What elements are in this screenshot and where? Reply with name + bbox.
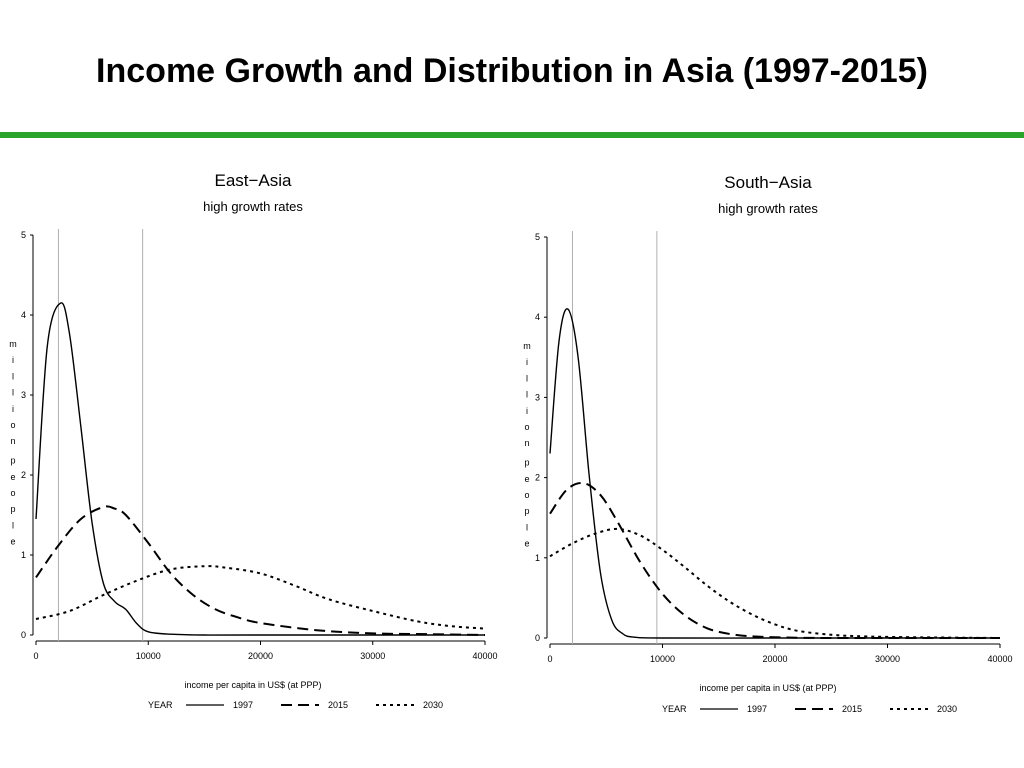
x-tick-label: 0 bbox=[547, 654, 552, 664]
x-axis-label: income per capita in US$ (at PPP) bbox=[184, 680, 321, 690]
x-tick-label: 10000 bbox=[650, 654, 675, 664]
y-label-letter: m bbox=[523, 341, 531, 351]
x-tick-label: 40000 bbox=[987, 654, 1012, 664]
y-label-letter: n bbox=[524, 438, 529, 448]
y-tick-label: 2 bbox=[535, 473, 540, 483]
y-label-letter: e bbox=[524, 539, 529, 549]
x-tick-label: 0 bbox=[33, 651, 38, 661]
chart-title: East−Asia bbox=[214, 171, 292, 190]
y-label-letter: i bbox=[12, 355, 14, 365]
y-label-letter: o bbox=[10, 488, 15, 498]
series-line-1997 bbox=[549, 308, 1000, 639]
y-tick-label: 4 bbox=[21, 310, 26, 320]
series-line-1997 bbox=[35, 302, 485, 636]
x-axis-label: income per capita in US$ (at PPP) bbox=[699, 683, 836, 693]
legend-title: YEAR bbox=[148, 700, 173, 710]
legend-label-2030: 2030 bbox=[423, 700, 443, 710]
y-label-letter: o bbox=[524, 422, 529, 432]
y-tick-label: 0 bbox=[535, 633, 540, 643]
legend-label-2015: 2015 bbox=[842, 704, 862, 714]
y-label-letter: n bbox=[10, 436, 15, 446]
title-rule bbox=[0, 132, 1024, 138]
series-line-2030 bbox=[549, 527, 1001, 639]
y-label-letter: l bbox=[12, 388, 14, 398]
y-label-letter: l bbox=[12, 520, 14, 530]
chart-subtitle: high growth rates bbox=[718, 201, 818, 216]
y-label-letter: p bbox=[524, 506, 529, 516]
chart-title: South−Asia bbox=[724, 173, 812, 192]
y-tick-label: 4 bbox=[535, 312, 540, 322]
y-label-letter: m bbox=[9, 339, 17, 349]
slide-title: Income Growth and Distribution in Asia (… bbox=[96, 52, 928, 90]
series-line-2015 bbox=[549, 482, 1001, 640]
y-tick-label: 3 bbox=[21, 390, 26, 400]
y-tick-label: 2 bbox=[21, 470, 26, 480]
legend-label-1997: 1997 bbox=[747, 704, 767, 714]
y-label-letter: e bbox=[10, 472, 15, 482]
y-label-letter: e bbox=[10, 537, 15, 547]
legend: YEAR 1997 2015 2030 bbox=[662, 704, 957, 714]
y-label-letter: l bbox=[526, 522, 528, 532]
y-tick-label: 5 bbox=[535, 232, 540, 242]
y-tick-label: 1 bbox=[535, 553, 540, 563]
y-label-letter: l bbox=[526, 373, 528, 383]
x-tick-label: 30000 bbox=[875, 654, 900, 664]
legend-label-1997: 1997 bbox=[233, 700, 253, 710]
legend-title: YEAR bbox=[662, 704, 687, 714]
y-tick-label: 1 bbox=[21, 550, 26, 560]
x-tick-label: 40000 bbox=[472, 651, 497, 661]
y-label-letter: p bbox=[10, 456, 15, 466]
y-tick-label: 5 bbox=[21, 230, 26, 240]
x-tick-label: 10000 bbox=[136, 651, 161, 661]
y-label-letter: l bbox=[12, 371, 14, 381]
y-label-letter: i bbox=[526, 406, 528, 416]
y-label-letter: i bbox=[12, 404, 14, 414]
chart-subtitle: high growth rates bbox=[203, 199, 303, 214]
y-label-letter: o bbox=[10, 420, 15, 430]
y-label-letter: i bbox=[526, 357, 528, 367]
legend-label-2015: 2015 bbox=[328, 700, 348, 710]
south-asia-chart: South−Asia high growth rates 0 1 2 3 4 5 0 10000 2… bbox=[523, 173, 1012, 714]
series-line-2015 bbox=[35, 505, 486, 636]
x-tick-label: 30000 bbox=[360, 651, 385, 661]
legend-label-2030: 2030 bbox=[937, 704, 957, 714]
x-tick-label: 20000 bbox=[762, 654, 787, 664]
y-tick-label: 0 bbox=[21, 630, 26, 640]
y-label-letter: p bbox=[524, 458, 529, 468]
y-label-letter: p bbox=[10, 504, 15, 514]
series-line-2030 bbox=[35, 565, 486, 630]
y-label-letter: e bbox=[524, 474, 529, 484]
y-tick-label: 3 bbox=[535, 392, 540, 402]
x-tick-label: 20000 bbox=[248, 651, 273, 661]
legend: YEAR 1997 2015 2030 bbox=[148, 700, 443, 710]
y-label-letter: l bbox=[526, 390, 528, 400]
y-label-letter: o bbox=[524, 490, 529, 500]
east-asia-chart: East−Asia high growth rates 0 1 2 3 4 5 0 10000 20… bbox=[9, 171, 497, 710]
